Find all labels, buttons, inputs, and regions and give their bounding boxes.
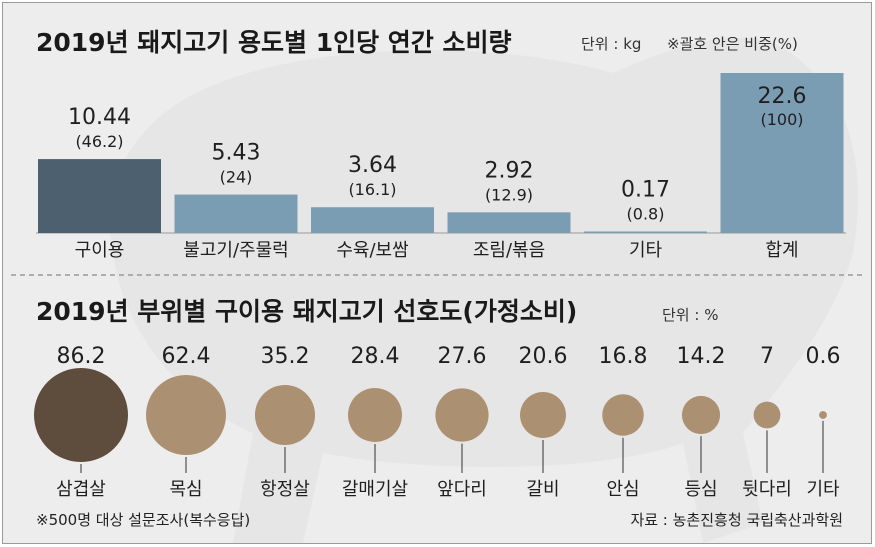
bar-share-label: (0.8) [627,205,665,224]
bubble [602,394,644,436]
bar-chart-paren-note: ※괄호 안은 비중(%) [667,35,798,53]
footnote: ※500명 대상 설문조사(복수응답) [36,511,250,529]
bubble-value-label: 14.2 [677,344,726,369]
bar-category-label: 구이용 [75,240,125,261]
bubble-category-label: 목심 [169,479,202,500]
bubble-value-label: 62.4 [162,344,211,369]
bubble [520,392,566,438]
bar-chart-title: 2019년 돼지고기 용도별 1인당 연간 소비량 [36,28,512,57]
bubble [681,395,721,435]
bubble [348,388,402,442]
bubble-value-label: 20.6 [519,344,568,369]
bar-share-label: (46.2) [75,132,123,151]
bar-value-label: 5.43 [212,141,261,166]
bar-value-label: 0.17 [621,178,670,203]
bar [311,207,434,233]
bar-category-label: 조림/볶음 [473,240,545,261]
bubble [435,388,489,442]
bar-value-label: 10.44 [68,105,131,130]
bar-value-label: 2.92 [485,158,534,183]
source-note: 자료 : 농촌진흥청 국립축산과학원 [630,511,843,529]
bubble-value-label: 16.8 [599,344,648,369]
bubble-category-label: 항정살 [260,479,310,500]
infographic-svg: 2019년 돼지고기 용도별 1인당 연간 소비량 단위 : kg ※괄호 안은… [11,28,863,543]
bubble-category-label: 앞다리 [437,479,487,500]
bubble [34,368,128,462]
bubble-chart: 2019년 부위별 구이용 돼지고기 선호도(가정소비) 단위 : % 86.2… [34,297,841,500]
bubble-category-label: 갈매기살 [342,479,408,500]
bubble-category-label: 갈비 [526,479,559,500]
bar [720,73,844,233]
bubble-category-label: 등심 [684,479,717,500]
bar [447,212,571,233]
bar-chart: 2019년 돼지고기 용도별 1인당 연간 소비량 단위 : kg ※괄호 안은… [36,28,846,261]
bar [584,231,707,233]
bar-category-label: 불고기/주물럭 [183,240,288,261]
bar-chart-unit: 단위 : kg [581,35,641,53]
bubble-value-label: 86.2 [57,344,106,369]
bar [38,159,161,233]
bar-share-label: (12.9) [485,185,533,204]
bar-share-label: (16.1) [348,180,396,199]
bar-category-label: 수육/보쌈 [336,240,408,261]
bubble-chart-unit: 단위 : % [662,306,718,324]
bar-category-label: 기타 [629,240,663,261]
bubble-value-label: 28.4 [351,344,400,369]
bubble-value-label: 7 [760,344,774,369]
bubble-category-label: 뒷다리 [742,479,792,500]
bar-share-label: (24) [220,168,253,187]
bubble [146,375,226,455]
bubble [819,411,827,419]
bar [174,194,298,233]
bubble [753,401,781,429]
bar-share-label: (100) [760,110,803,129]
bubble-category-label: 안심 [606,479,639,500]
bubble-chart-title: 2019년 부위별 구이용 돼지고기 선호도(가정소비) [36,297,577,326]
bar-value-label: 22.6 [758,84,807,109]
bubble-category-label: 삼겹살 [56,479,106,500]
bubble-value-label: 0.6 [806,344,841,369]
bar-category-label: 합계 [765,240,798,261]
bubble-value-label: 35.2 [261,344,310,369]
bar-value-label: 3.64 [348,153,397,178]
bubble-value-label: 27.6 [438,344,487,369]
bubble [254,384,316,446]
bubble-category-label: 기타 [806,479,840,500]
